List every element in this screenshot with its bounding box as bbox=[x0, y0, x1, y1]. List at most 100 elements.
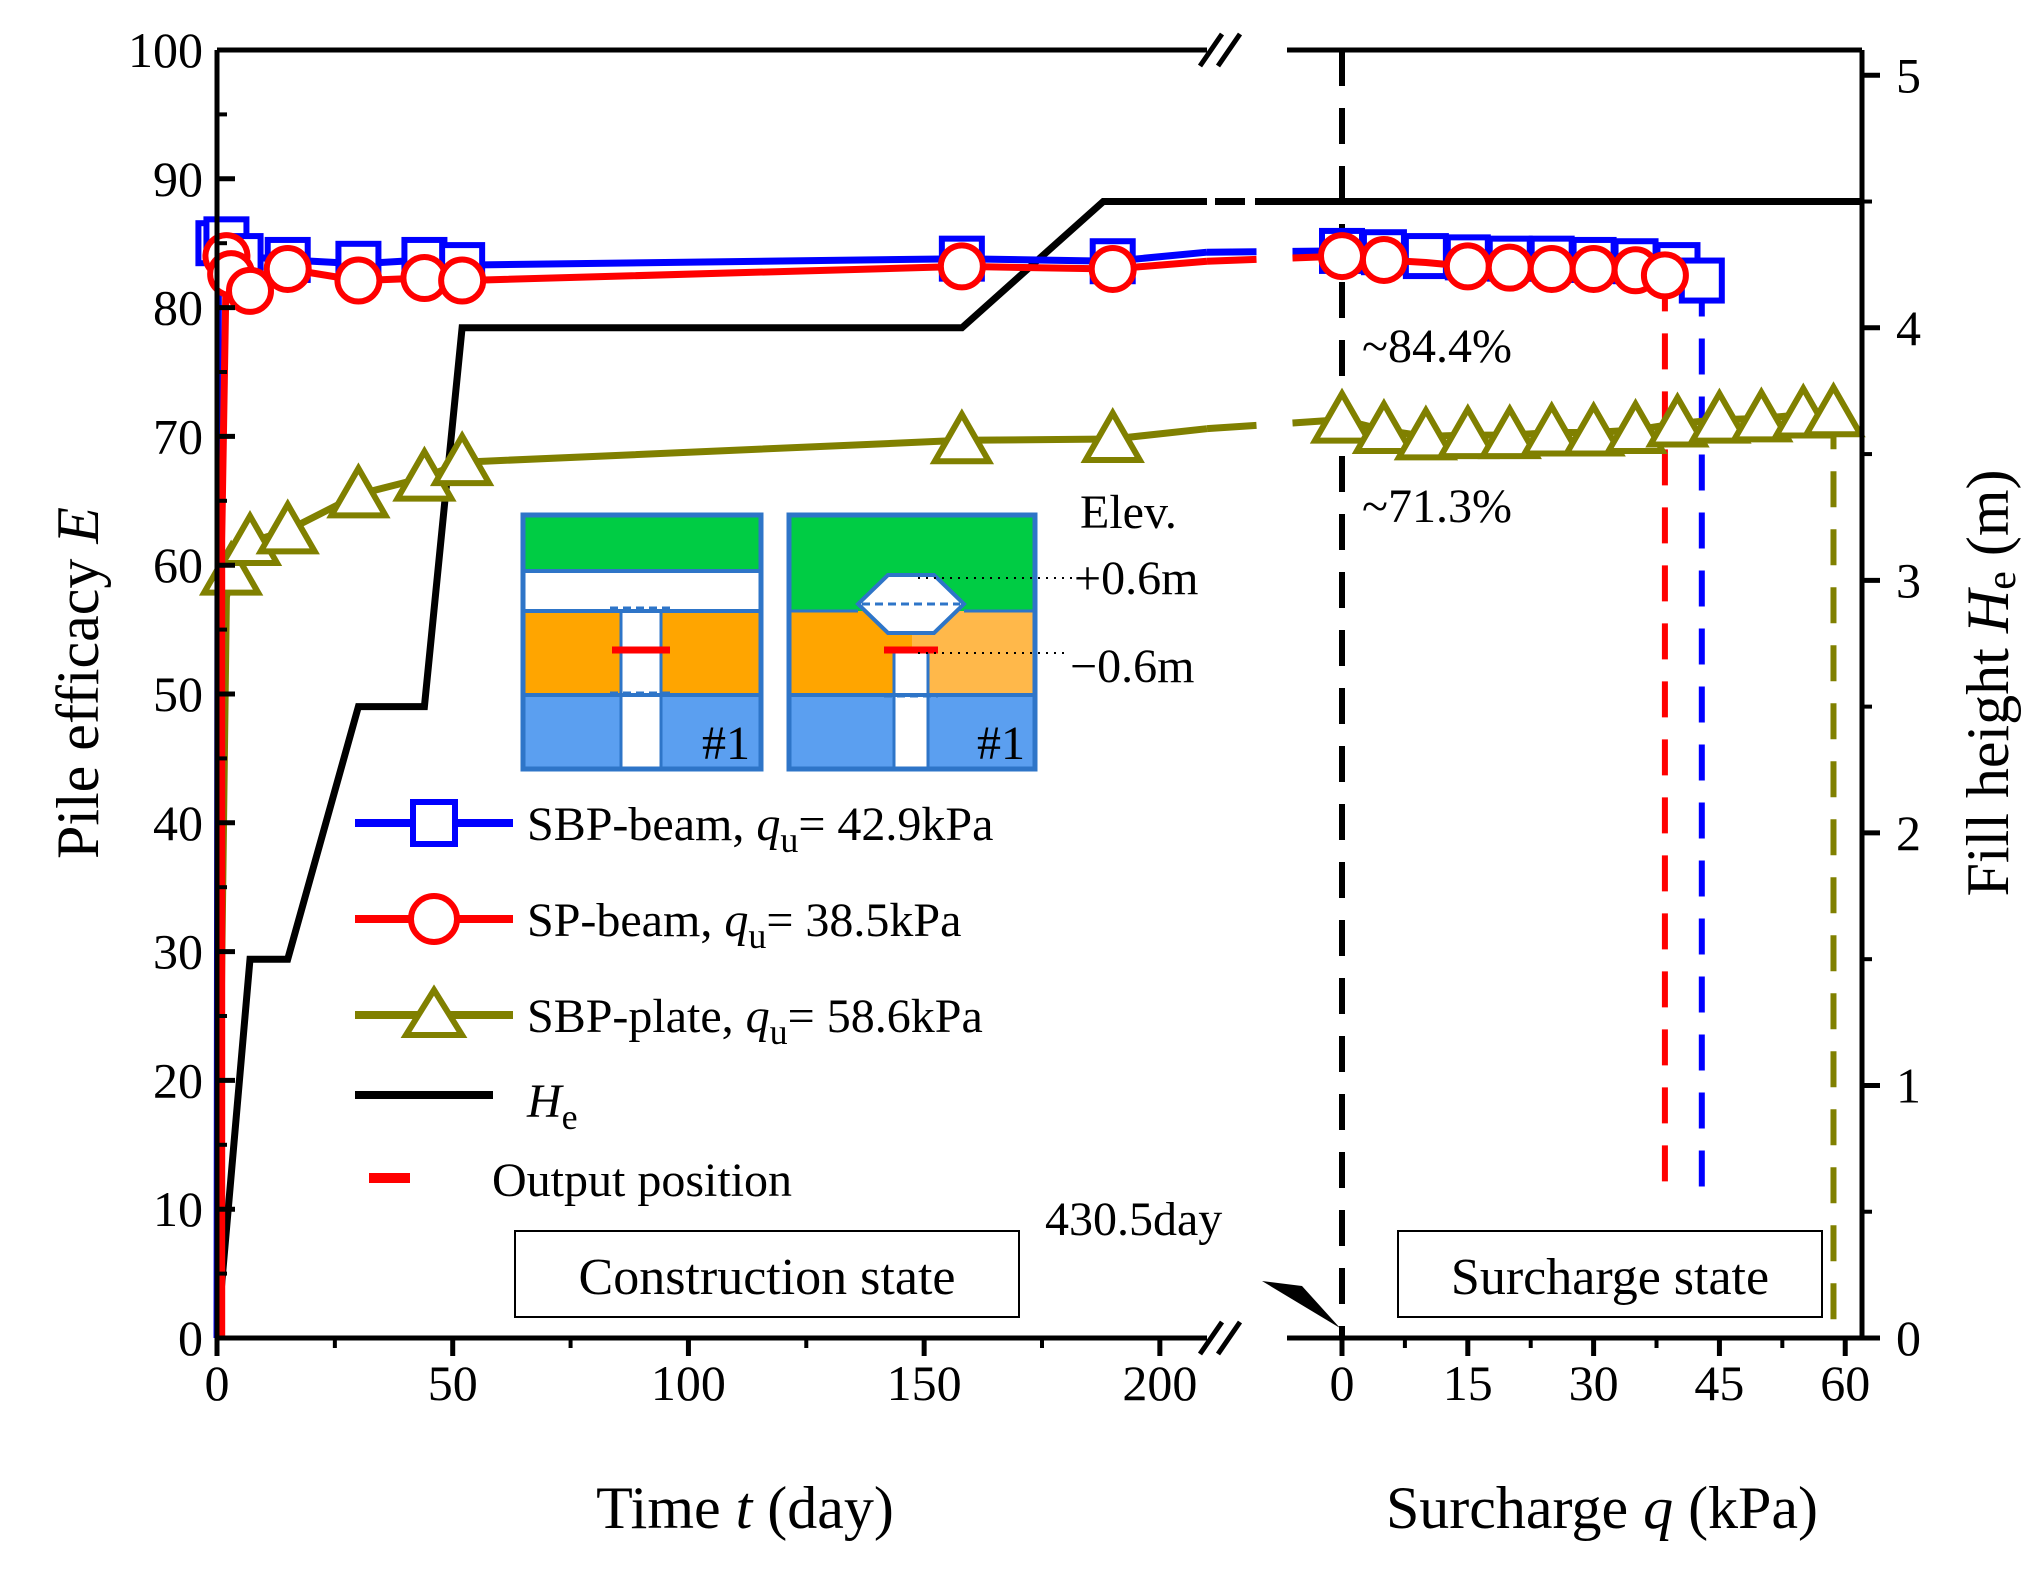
data-point-triangle bbox=[1435, 403, 1500, 460]
day-marker: 430.5day bbox=[1045, 1193, 1340, 1328]
inset-plate-cap bbox=[855, 573, 967, 635]
y-left-tick-label: 30 bbox=[153, 924, 203, 980]
y-left-tick-label: 40 bbox=[153, 795, 203, 851]
y-left-tick-label: 0 bbox=[178, 1310, 203, 1366]
y-left-tick-label: 80 bbox=[153, 280, 203, 336]
data-point-square bbox=[1402, 233, 1449, 280]
x-time-tick-label: 200 bbox=[1122, 1355, 1197, 1411]
inset-plate-pile bbox=[894, 648, 928, 769]
data-point-triangle bbox=[1519, 400, 1584, 457]
data-point-circle bbox=[1088, 244, 1137, 293]
data-point-circle bbox=[937, 242, 986, 291]
axis-break-top bbox=[1197, 32, 1243, 68]
fill-height-line-time bbox=[213, 198, 1207, 1339]
data-point-circle bbox=[263, 244, 312, 293]
data-point-circle bbox=[334, 256, 383, 305]
svg-text:Surcharge state: Surcharge state bbox=[1451, 1249, 1769, 1306]
y-left-tick-label: 70 bbox=[153, 408, 203, 464]
legend-entry-sbp-plate: SBP-plate, qu= 58.6kPa bbox=[355, 984, 983, 1052]
inset-beam-schematic: #1 bbox=[520, 512, 764, 772]
legend-square-marker bbox=[410, 799, 458, 847]
x-time-tick-label: 0 bbox=[205, 1355, 230, 1411]
svg-text:Output position: Output position bbox=[492, 1154, 792, 1207]
construction-state-box: Construction state bbox=[514, 1230, 1020, 1318]
data-point-circle bbox=[1318, 232, 1366, 281]
data-point-triangle bbox=[1309, 387, 1375, 444]
inset-beam-tag: #1 bbox=[702, 717, 750, 770]
x-surcharge-tick-label: 0 bbox=[1330, 1355, 1355, 1411]
surcharge-state-box: Surcharge state bbox=[1397, 1230, 1823, 1318]
data-point-triangle bbox=[1801, 381, 1866, 438]
series-bridge-a bbox=[1206, 255, 1257, 265]
legend-triangle-marker bbox=[400, 984, 468, 1038]
data-point-triangle bbox=[929, 408, 995, 465]
y-right-tick-label: 5 bbox=[1896, 47, 1921, 103]
x-surcharge-tick-label: 30 bbox=[1569, 1355, 1619, 1411]
data-point-circle bbox=[226, 266, 274, 315]
series-line-time bbox=[218, 252, 1208, 1338]
series-sp-beam bbox=[202, 232, 1689, 1338]
series-bridge-a bbox=[1206, 421, 1257, 433]
svg-text:Construction state: Construction state bbox=[579, 1249, 956, 1306]
elevation-upper: +0.6m bbox=[1074, 552, 1198, 605]
svg-text:SBP-plate, qu= 58.6kPa: SBP-plate, qu= 58.6kPa bbox=[527, 990, 983, 1052]
svg-text:SP-beam, qu= 38.5kPa: SP-beam, qu= 38.5kPa bbox=[527, 894, 961, 956]
legend-entry-fill-height: He bbox=[355, 1075, 578, 1137]
legend-entry-sbp-beam: SBP-beam, qu= 42.9kPa bbox=[355, 798, 993, 860]
y-right-axis-title: Fill height He (m) bbox=[1955, 470, 2025, 897]
axis-break-bottom bbox=[1197, 1320, 1243, 1356]
break-stroke-b bbox=[1215, 32, 1243, 68]
data-point-triangle bbox=[1729, 386, 1794, 443]
y-right-tick-label: 1 bbox=[1896, 1057, 1921, 1113]
data-point-circle bbox=[1527, 244, 1576, 293]
y-left-tick-label: 10 bbox=[153, 1181, 203, 1237]
data-point-square bbox=[1678, 257, 1725, 304]
inset-plate-schematic: #1 bbox=[786, 512, 1038, 772]
y-left-tick-label: 60 bbox=[153, 537, 203, 593]
svg-text:Pile efficacy E: Pile efficacy E bbox=[45, 507, 111, 859]
data-point-triangle bbox=[1351, 397, 1417, 454]
data-point-circle bbox=[1485, 243, 1534, 292]
legend-entry-output-position: Output position bbox=[369, 1154, 792, 1207]
y-right-tick-label: 0 bbox=[1896, 1310, 1921, 1366]
break-stroke-a bbox=[1197, 1320, 1225, 1356]
svg-text:SBP-beam, qu= 42.9kPa: SBP-beam, qu= 42.9kPa bbox=[527, 798, 993, 860]
legend-circle-marker bbox=[408, 893, 460, 945]
break-stroke-a bbox=[1197, 32, 1225, 68]
series-sbp-plate bbox=[198, 381, 1866, 1339]
x-time-tick-label: 100 bbox=[651, 1355, 726, 1411]
data-point-triangle bbox=[1645, 391, 1710, 448]
data-point-triangle bbox=[1561, 400, 1626, 457]
y-left-tick-label: 50 bbox=[153, 666, 203, 722]
y-left-tick-label: 20 bbox=[153, 1052, 203, 1108]
svg-text:He: He bbox=[526, 1075, 578, 1137]
inset-plate-tag: #1 bbox=[977, 717, 1025, 770]
elevation-title: Elev. bbox=[1080, 486, 1177, 539]
y-left-axis-title: Pile efficacy E bbox=[45, 507, 111, 859]
y-left-tick-label: 100 bbox=[128, 22, 203, 78]
data-point-circle bbox=[1640, 251, 1689, 300]
y-right-tick-label: 3 bbox=[1896, 552, 1921, 608]
data-point-triangle bbox=[429, 430, 495, 487]
svg-text:Fill height He (m): Fill height He (m) bbox=[1955, 470, 2025, 897]
data-point-triangle bbox=[1687, 387, 1752, 444]
legend-entry-sp-beam: SP-beam, qu= 38.5kPa bbox=[355, 893, 961, 956]
x-surcharge-tick-label: 15 bbox=[1443, 1355, 1493, 1411]
data-point-triangle bbox=[1393, 404, 1459, 461]
data-point-triangle bbox=[1080, 406, 1145, 463]
elevation-lower: −0.6m bbox=[1070, 640, 1194, 693]
data-point-triangle bbox=[326, 462, 391, 519]
x-time-tick-label: 50 bbox=[428, 1355, 478, 1411]
x-axis-title-surcharge: Surcharge q (kPa) bbox=[1386, 1475, 1818, 1541]
elevation-annotation: Elev. +0.6m −0.6m bbox=[918, 486, 1198, 693]
data-point-triangle bbox=[255, 498, 320, 555]
plot-area bbox=[195, 50, 1866, 1339]
data-point-triangle bbox=[1603, 397, 1668, 454]
data-point-circle bbox=[1569, 244, 1618, 293]
x-surcharge-tick-label: 45 bbox=[1694, 1355, 1744, 1411]
beam-value-label: ~84.4% bbox=[1362, 320, 1512, 373]
legend: SBP-beam, qu= 42.9kPa SP-beam, qu= 38.5k… bbox=[355, 798, 993, 1207]
inset-beam-gap bbox=[523, 571, 761, 611]
inset-beam-fill bbox=[523, 515, 761, 571]
